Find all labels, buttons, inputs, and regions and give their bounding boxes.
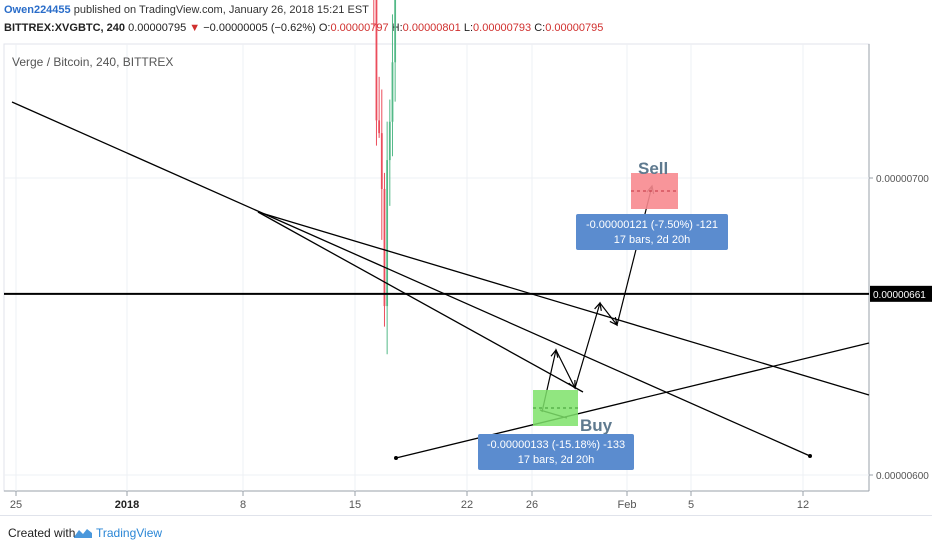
buy-measure-box-line1: -0.00000133 (-15.18%) -133 [487,439,625,451]
buy-measure-box [478,434,634,470]
candle-body [386,160,389,307]
x-tick-label: 5 [688,499,694,511]
trend-anchor [394,456,398,460]
arrow-head-icon [609,317,618,327]
candle-body [375,0,378,121]
price-change: −0.00000005 (−0.62%) [203,22,316,34]
sell-label: Sell [638,159,668,178]
candle-body [383,188,386,307]
tradingview-logo-icon [74,529,92,538]
low-value: 0.00000793 [473,22,532,34]
candle-body [380,133,383,189]
price-chart[interactable]: Sell Buy -0.00000121 (-7.50%) -121 17 bars,… [0,0,932,515]
open-label: O: [318,22,331,34]
x-tick-label: 25 [10,499,22,511]
buy-label: Buy [580,416,613,435]
high-value: 0.00000801 [402,22,461,34]
x-tick-label: 22 [461,499,473,511]
plot-area[interactable] [3,43,870,492]
x-tick-label: Feb [618,499,637,511]
x-tick-label: 26 [526,499,538,511]
trend-line [11,101,811,457]
author-name[interactable]: Owen224455 [4,4,71,16]
time-axis[interactable]: 25 2018 8 15 22 26 Feb 5 12 [10,491,809,511]
publish-text: published on TradingView.com, January 26… [73,4,369,16]
sell-measure-box [576,214,728,250]
low-label: L: [463,22,474,34]
tradingview-brand[interactable]: TradingView [96,526,163,540]
high-label: H: [391,22,403,34]
candle-body [388,121,391,161]
y-tick-label: 0.00000600 [876,471,929,482]
x-tick-label: 15 [349,499,361,511]
level-price-label: 0.00000661 [873,290,926,301]
close-label: C: [534,22,546,34]
trend-line [257,211,870,396]
footer: Created with TradingView [0,515,932,551]
ohlc-line: BITTREX:XVGBTC, 240 0.00000795 ▼ −0.0000… [4,22,603,34]
trend-lines[interactable] [11,101,870,460]
x-tick-label: 12 [797,499,809,511]
candle-body [394,0,397,63]
sell-measure-box-line1: -0.00000121 (-7.50%) -121 [586,219,718,231]
arrow-head-icon [568,379,576,390]
level-price-badge [870,285,932,302]
trend-line [257,211,584,393]
arrow-head-icon [550,348,559,358]
arrow-head-icon [594,301,602,311]
publish-info: Owen224455 published on TradingView.com,… [4,4,369,16]
annotations[interactable]: Sell Buy -0.00000121 (-7.50%) -121 17 bars,… [478,159,728,470]
candle-body [391,62,394,122]
last-price: 0.00000795 [128,22,187,34]
trend-line [395,342,870,459]
close-value: 0.00000795 [545,22,604,34]
price-axis[interactable]: 0.000020000.000019000.000018000.00001700… [869,0,932,482]
x-tick-label: 2018 [115,499,139,511]
trend-anchor [808,454,812,458]
candle-body [378,120,381,134]
grid [4,44,869,491]
horizontal-levels[interactable] [4,0,869,295]
created-with-label: Created with [8,526,76,540]
down-arrow-icon: ▼ [189,22,201,34]
chart-title: Verge / Bitcoin, 240, BITTREX [12,55,173,69]
candles [373,0,397,355]
y-tick-label: 0.00000700 [876,174,929,185]
projection-path [541,185,653,413]
sell-measure-box-line2: 17 bars, 2d 20h [614,234,690,246]
symbol-label: BITTREX:XVGBTC, 240 [4,22,126,34]
x-tick-label: 8 [240,499,246,511]
buy-measure-box-line2: 17 bars, 2d 20h [518,454,594,466]
